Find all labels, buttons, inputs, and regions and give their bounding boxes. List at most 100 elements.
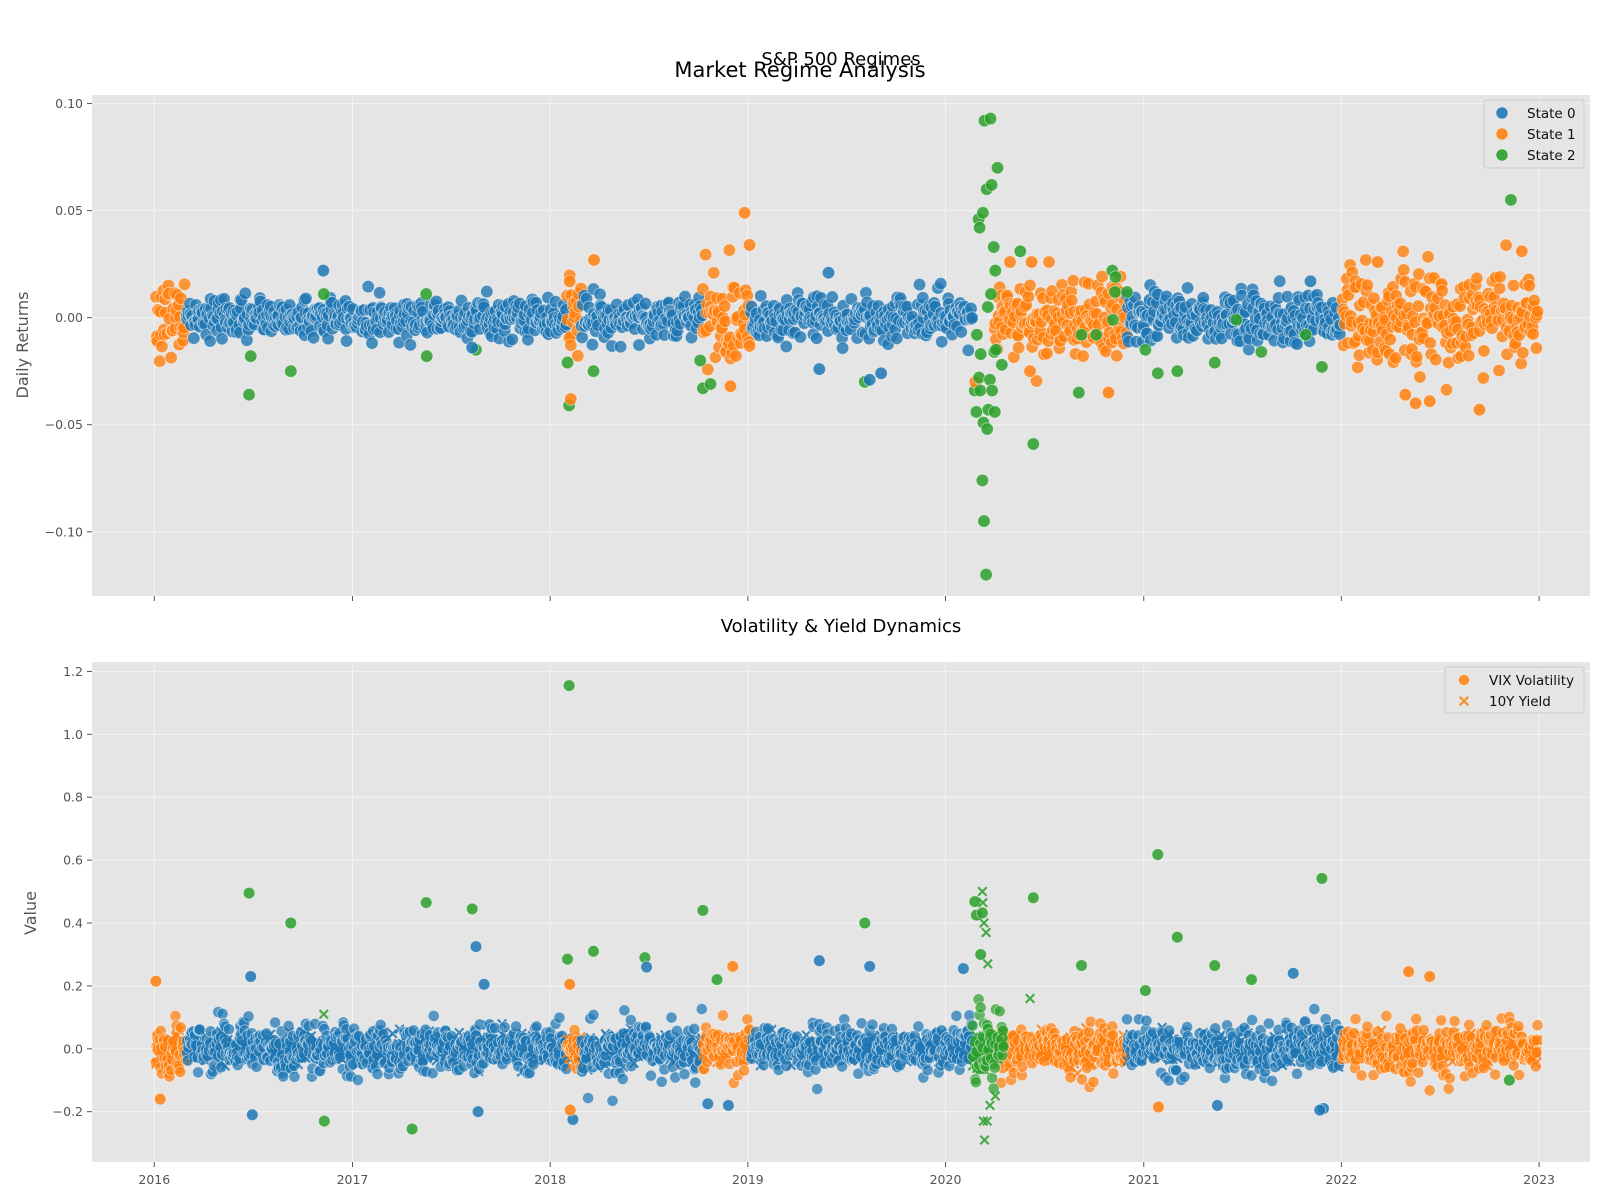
return-point-state-2 bbox=[242, 388, 256, 402]
return-point-state-1 bbox=[1398, 388, 1412, 402]
vix-point-state-0 bbox=[553, 1011, 566, 1024]
vix-point-state-0 bbox=[192, 1066, 205, 1079]
return-point-state-2 bbox=[1072, 385, 1086, 400]
return-point-state-2 bbox=[586, 364, 601, 378]
vix-point-state-0 bbox=[242, 1010, 255, 1023]
vix-point-state-0 bbox=[811, 1083, 824, 1096]
dynamics-xtick-label: 2022 bbox=[1326, 1172, 1358, 1187]
return-point-state-2 bbox=[560, 355, 575, 370]
return-point-state-1 bbox=[737, 206, 752, 220]
return-point-state-1 bbox=[1351, 360, 1365, 374]
return-point-state-2 bbox=[979, 567, 993, 582]
vix-point-state-0 bbox=[921, 1064, 934, 1077]
return-point-state-1 bbox=[1492, 363, 1506, 378]
return-point-state-0 bbox=[874, 366, 888, 380]
return-point-state-2 bbox=[973, 383, 987, 398]
return-point-state-2 bbox=[1208, 355, 1222, 370]
dynamics-ytick-label: 0.8 bbox=[63, 790, 83, 805]
return-point-state-1 bbox=[1371, 255, 1385, 269]
returns-ticks: 0.100.050.00−0.05−0.10 bbox=[45, 96, 1540, 601]
return-point-state-1 bbox=[1110, 349, 1124, 363]
return-point-state-0 bbox=[1273, 274, 1287, 288]
vix-point-state-0 bbox=[216, 1007, 229, 1020]
return-point-state-1 bbox=[1423, 336, 1437, 350]
return-point-state-0 bbox=[613, 340, 628, 354]
dynamics-ytick-label: −0.2 bbox=[53, 1104, 83, 1119]
returns-title: S&P 500 Regimes bbox=[761, 49, 920, 70]
return-point-state-1 bbox=[1359, 253, 1373, 267]
return-point-state-0 bbox=[585, 337, 600, 352]
vix-point-state-0 bbox=[1178, 1070, 1191, 1083]
return-point-state-1 bbox=[1025, 255, 1039, 269]
return-point-state-0 bbox=[306, 331, 321, 345]
return-point-state-1 bbox=[153, 354, 167, 368]
dynamics-xtick-label: 2021 bbox=[1128, 1172, 1160, 1187]
return-point-state-1 bbox=[1065, 293, 1079, 308]
returns-ytick-label: −0.10 bbox=[45, 524, 83, 539]
return-point-state-0 bbox=[465, 340, 479, 355]
return-point-state-2 bbox=[984, 178, 999, 192]
dynamics-xtick-label: 2019 bbox=[732, 1172, 764, 1187]
return-point-state-1 bbox=[1101, 385, 1116, 400]
vix-point-state-0 bbox=[689, 1076, 702, 1089]
dynamics-xtick-label: 2018 bbox=[534, 1172, 566, 1187]
return-point-state-1 bbox=[1095, 269, 1109, 284]
vix-point-state-0 bbox=[1266, 1074, 1279, 1087]
return-point-state-1 bbox=[1439, 383, 1454, 397]
vix-point-state-0 bbox=[655, 1075, 668, 1088]
return-point-state-2 bbox=[990, 161, 1005, 175]
return-point-state-2 bbox=[985, 383, 999, 398]
vix-point-state-0 bbox=[678, 1068, 691, 1081]
vix-point-state-0 bbox=[950, 1009, 963, 1022]
dynamics-xtick-label: 2020 bbox=[930, 1172, 962, 1187]
return-point-state-2 bbox=[969, 405, 984, 419]
return-point-state-1 bbox=[164, 350, 178, 365]
return-point-state-2 bbox=[976, 206, 990, 220]
return-point-state-1 bbox=[1076, 349, 1090, 363]
return-point-state-0 bbox=[954, 325, 968, 339]
return-point-state-1 bbox=[563, 274, 577, 288]
return-point-state-0 bbox=[844, 292, 858, 306]
return-point-state-1 bbox=[1529, 341, 1544, 355]
figure-title: Market Regime Analysis bbox=[674, 58, 925, 82]
return-point-state-0 bbox=[779, 339, 793, 354]
returns-panel: 0.100.050.00−0.05−0.10 S&P 500 Regimes D… bbox=[13, 49, 1590, 601]
vix-point-state-0 bbox=[665, 1011, 678, 1024]
return-point-state-2 bbox=[1026, 437, 1040, 451]
return-point-state-2 bbox=[244, 349, 258, 363]
return-point-state-2 bbox=[693, 353, 707, 368]
vix-point-state-0 bbox=[606, 1094, 619, 1107]
returns-legend-label: State 0 bbox=[1527, 106, 1576, 122]
return-point-state-1 bbox=[1515, 244, 1529, 258]
return-point-state-1 bbox=[1522, 278, 1536, 293]
return-point-state-2 bbox=[1254, 345, 1268, 359]
return-point-state-0 bbox=[339, 334, 354, 348]
return-point-state-0 bbox=[961, 343, 975, 357]
return-point-state-1 bbox=[1477, 344, 1491, 358]
returns-points bbox=[149, 112, 1545, 582]
return-point-state-2 bbox=[987, 240, 1001, 254]
return-point-state-2 bbox=[317, 287, 331, 301]
return-point-state-0 bbox=[754, 289, 768, 303]
return-point-state-0 bbox=[638, 296, 653, 311]
return-point-state-0 bbox=[935, 335, 949, 349]
vix-point-state-0 bbox=[1162, 1074, 1175, 1087]
vix-point-state-0 bbox=[587, 1008, 600, 1021]
return-point-state-1 bbox=[742, 238, 757, 252]
return-point-state-1 bbox=[1410, 350, 1424, 364]
return-point-state-0 bbox=[593, 287, 607, 301]
return-point-state-1 bbox=[587, 253, 601, 267]
vix-point-state-0 bbox=[427, 1009, 440, 1022]
return-point-state-0 bbox=[1303, 274, 1318, 288]
return-point-state-2 bbox=[1013, 244, 1027, 258]
return-point-state-1 bbox=[1411, 299, 1425, 313]
return-point-state-0 bbox=[575, 330, 589, 344]
return-point-state-1 bbox=[1011, 341, 1026, 355]
return-point-state-0 bbox=[825, 290, 839, 304]
return-point-state-0 bbox=[912, 277, 927, 292]
return-point-state-0 bbox=[965, 311, 979, 325]
return-point-state-1 bbox=[1029, 374, 1044, 388]
return-point-state-1 bbox=[1435, 284, 1449, 298]
